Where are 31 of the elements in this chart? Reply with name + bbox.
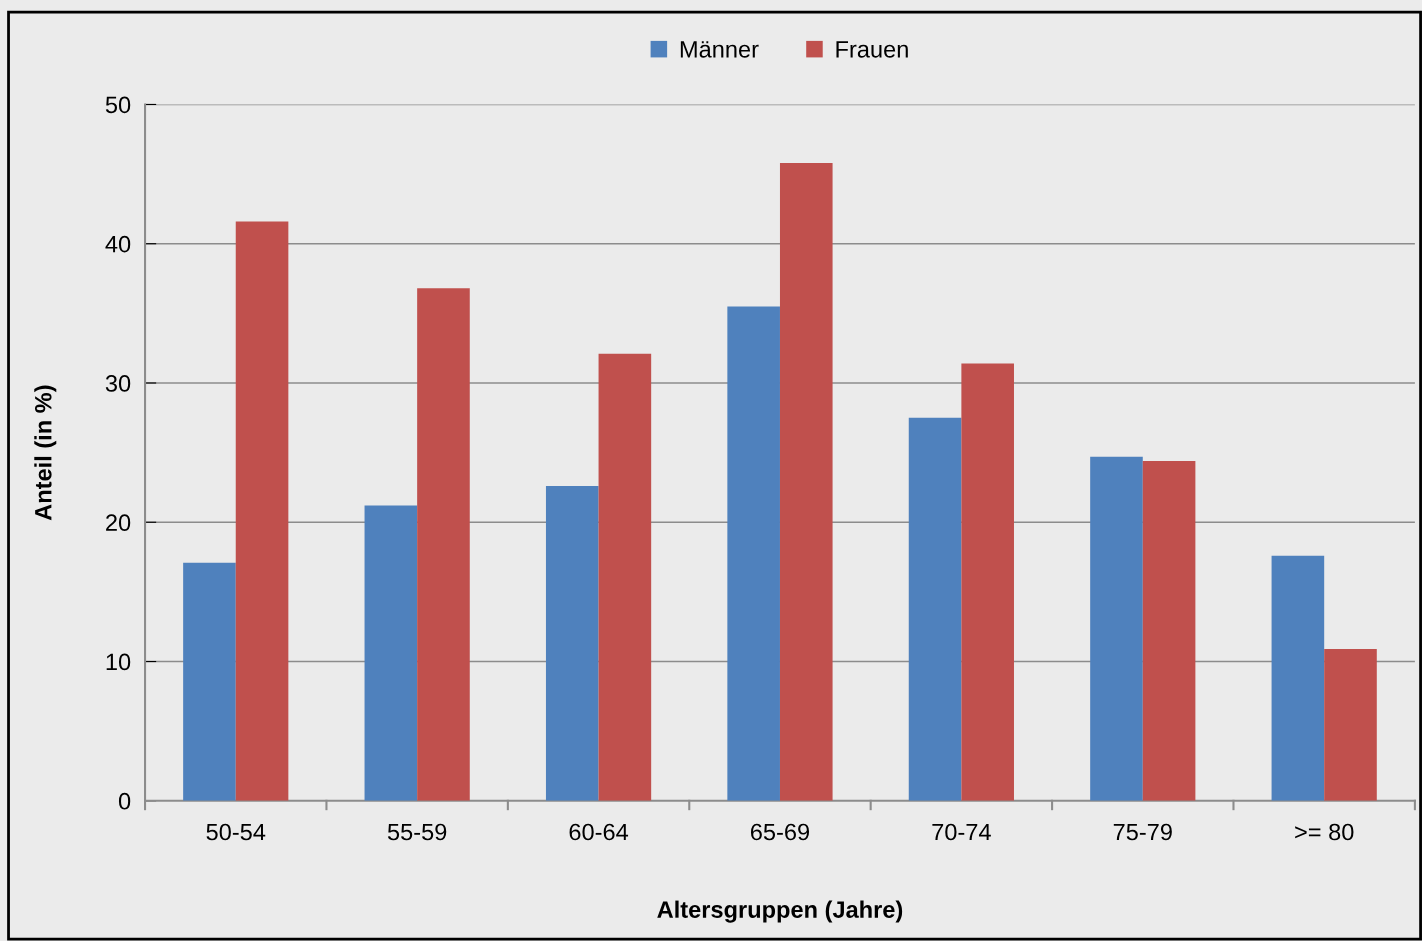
bar [545,486,599,801]
bar [1090,456,1143,801]
y-tick-label: 50 [105,96,131,114]
bar [598,353,652,801]
bar [1142,460,1196,801]
legend-label: Männer [680,41,759,58]
bar [183,562,236,801]
x-tick-label: 70-74 [932,823,991,841]
bar [417,288,470,801]
y-tick-label: 10 [106,653,131,671]
x-tick-label: 65-69 [750,823,810,841]
bar [727,306,780,801]
x-tick-label: 50-54 [206,823,266,841]
x-tick-label: 75-79 [1113,823,1172,841]
x-tick-label: >= 80 [1295,823,1354,841]
bar [364,505,418,801]
y-tick-label: 30 [105,375,131,392]
bar [1271,555,1325,801]
bar [235,221,289,801]
bar [779,162,833,801]
legend-label: Frauen [836,41,908,58]
y-axis-title: Anteil (in %) [34,385,57,521]
y-tick-label: 20 [106,514,131,532]
bar [1324,648,1377,801]
bar [908,417,962,801]
y-tick-label: 40 [105,235,131,253]
y-tick-label: 0 [118,792,131,810]
x-axis-title: Altersgruppen (Jahre) [657,900,903,923]
bar [961,363,1014,801]
x-tick-label: 60-64 [569,823,629,841]
x-tick-label: 55-59 [387,823,447,841]
